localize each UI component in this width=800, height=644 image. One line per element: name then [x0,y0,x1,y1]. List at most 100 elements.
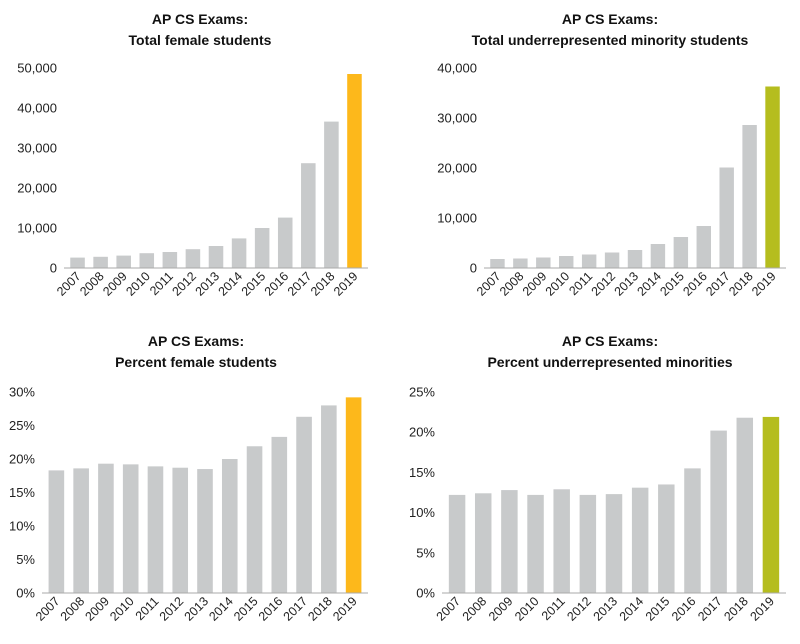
bar-2007 [48,470,65,593]
x-tick-label: 2019 [747,594,777,624]
y-tick-label: 0% [416,586,435,601]
bar-2008 [474,493,492,593]
bar-2010 [139,253,155,268]
bar-2019 [347,74,362,268]
x-tick-label: 2008 [497,269,527,299]
bar-2010 [527,494,544,593]
x-tick-label: 2008 [77,269,107,299]
bar-2008 [73,468,89,593]
x-tick-label: 2011 [539,594,568,623]
x-tick-label: 2012 [564,594,594,624]
chart-subtitle: Total female students [129,32,272,48]
y-tick-label: 15% [409,465,435,480]
x-tick-label: 2007 [33,594,63,624]
x-tick-label: 2014 [634,269,664,299]
bar-2007 [70,257,85,268]
y-tick-label: 5% [16,552,35,567]
x-tick-label: 2012 [169,269,199,299]
x-tick-label: 2007 [474,269,504,299]
x-tick-label: 2018 [308,269,338,299]
y-tick-label: 30% [9,385,35,400]
chart-svg: AP CS Exams: Total underrepresented minor… [437,11,786,299]
x-tick-label: 2007 [54,269,84,299]
x-tick-label: 2017 [703,269,733,299]
x-tick-label: 2018 [726,269,756,299]
x-tick-label: 2019 [330,594,360,624]
x-tick-label: 2008 [58,594,88,624]
x-tick-label: 2012 [157,594,187,624]
x-tick-label: 2018 [721,594,751,624]
bar-2010 [122,464,139,593]
chart-subtitle: Percent underrepresented minorities [487,354,732,370]
bar-2013 [208,246,224,268]
bar-2010 [559,256,574,268]
y-tick-label: 30,000 [17,141,57,156]
bar-2015 [658,484,675,593]
bar-2015 [246,446,263,593]
bar-2007 [448,494,466,593]
y-tick-label: 10% [9,519,35,534]
x-tick-label: 2009 [100,269,130,299]
x-tick-label: 2016 [256,594,286,624]
x-tick-label: 2012 [589,269,619,299]
x-tick-label: 2019 [749,269,779,299]
x-tick-label: 2016 [262,269,292,299]
x-tick-label: 2017 [695,594,725,624]
chart-title: AP CS Exams: [148,333,244,349]
bar-2018 [742,125,757,268]
x-tick-label: 2008 [460,594,490,624]
bar-2012 [604,252,620,268]
bar-2017 [710,430,727,593]
chart-title: AP CS Exams: [562,333,658,349]
bar-2015 [673,237,689,268]
x-tick-label: 2014 [206,594,236,624]
x-tick-label: 2010 [123,269,153,299]
bar-2013 [605,494,623,593]
x-tick-label: 2009 [520,269,550,299]
bar-2018 [324,121,339,268]
x-tick-label: 2007 [434,594,464,624]
chart-percent-female: AP CS Exams: Percent female students 0% 5% 1… [0,322,400,644]
y-tick-label: 20% [9,452,35,467]
x-tick-label: 2016 [669,594,699,624]
y-tick-label: 10,000 [17,221,57,236]
bar-2011 [162,252,178,268]
chart-title: AP CS Exams: [562,11,658,27]
y-tick-label: 25% [9,418,35,433]
chart-subtitle: Percent female students [115,354,277,370]
x-tick-label: 2019 [331,269,361,299]
x-tick-label: 2015 [657,269,687,299]
bar-2012 [185,249,201,268]
bar-2017 [296,416,312,593]
bar-2014 [221,459,238,593]
bar-2017 [719,167,734,268]
bar-2009 [536,257,551,268]
bar-2014 [231,238,247,268]
bar-2011 [581,254,597,268]
y-tick-label: 30,000 [437,111,477,126]
bar-2017 [301,163,316,268]
bar-2008 [513,258,528,268]
x-tick-label: 2011 [133,594,162,623]
x-tick-label: 2011 [147,269,176,298]
y-tick-label: 10,000 [437,211,477,226]
x-tick-label: 2009 [82,594,112,624]
bar-2009 [98,463,114,593]
x-tick-label: 2018 [305,594,335,624]
y-tick-label: 15% [9,485,35,500]
x-tick-label: 2016 [680,269,710,299]
bar-2019 [765,86,780,268]
x-tick-label: 2013 [612,269,642,299]
bar-2016 [277,217,293,268]
y-tick-label: 0 [50,261,57,276]
bar-2012 [579,494,597,593]
x-tick-label: 2014 [216,269,246,299]
bar-2013 [197,469,213,593]
bar-2019 [762,416,780,593]
bar-2015 [254,228,270,268]
chart-total-female: AP CS Exams: Total female students 0 10,000… [0,0,400,322]
y-tick-label: 5% [416,545,435,560]
chart-svg: AP CS Exams: Percent underrepresented min… [409,333,786,624]
x-tick-label: 2013 [182,594,212,624]
bar-2016 [684,468,701,593]
